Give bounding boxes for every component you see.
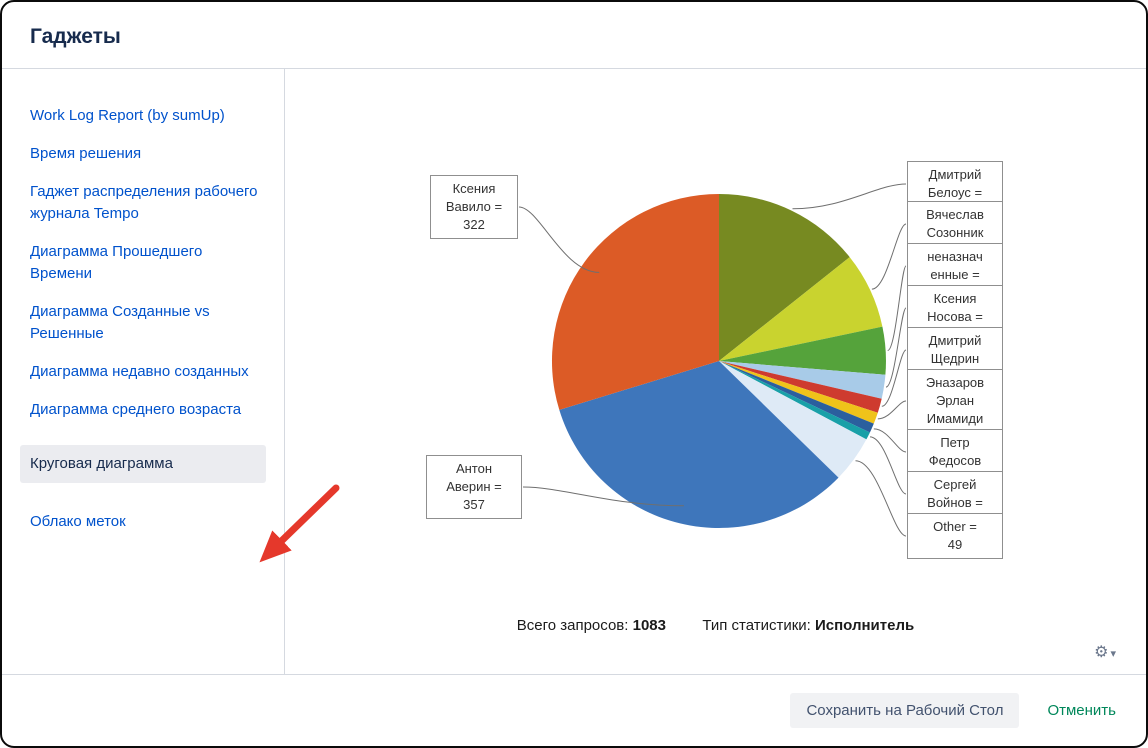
total-requests-label: Всего запросов: (516, 617, 629, 634)
gadget-settings[interactable]: ⚙ ▾ (1094, 642, 1116, 662)
pie-label: Ксения Вавило = 322 (430, 175, 518, 239)
pie-label-leader-line (518, 206, 600, 273)
dialog-footer: Сохранить на Рабочий Стол Отменить (2, 674, 1146, 746)
gear-icon[interactable]: ⚙ (1094, 644, 1109, 661)
pie-label: Эназаров Эрлан Имамиди (907, 369, 1003, 433)
cancel-link[interactable]: Отменить (1047, 702, 1116, 719)
pie-label-leader-line (877, 400, 907, 420)
sidebar-item-resolution-time[interactable]: Время решения (30, 145, 142, 162)
pie-slice-2[interactable] (719, 326, 886, 375)
dialog-header: Гаджеты (2, 2, 1146, 68)
pie-label-leader-line (855, 460, 907, 537)
pie-label-leader-line (887, 265, 907, 351)
pie-label: Вячеслав Созонник (907, 201, 1003, 247)
pie-label: Петр Федосов (907, 429, 1003, 475)
sidebar-item-work-log-report[interactable]: Work Log Report (by sumUp) (30, 107, 225, 124)
sidebar-item-labels-cloud[interactable]: Облако меток (30, 513, 126, 530)
chevron-down-icon[interactable]: ▾ (1110, 648, 1116, 660)
pie-slice-1[interactable] (719, 257, 883, 361)
total-requests-value: 1083 (632, 617, 666, 634)
pie-label-leader-line (885, 307, 907, 388)
pie-slice-8[interactable] (719, 361, 867, 478)
pie-label-leader-line (871, 223, 907, 290)
pie-slice-0[interactable] (719, 194, 850, 361)
pie-slice-5[interactable] (719, 361, 878, 424)
pie-slice-9[interactable] (559, 361, 839, 528)
stat-type-value: Исполнитель (815, 617, 915, 634)
sidebar-item-time-since-chart[interactable]: Диаграмма Прошедшего Времени (30, 243, 203, 282)
pie-slice-6[interactable] (719, 361, 874, 433)
pie-label: неназнач енные = (907, 243, 1003, 289)
pie-label: Антон Аверин = 357 (426, 455, 522, 519)
pie-label-leader-line (869, 436, 907, 495)
pie-slice-10[interactable] (551, 194, 719, 410)
pie-slice-3[interactable] (719, 361, 886, 399)
pie-label: Ксения Носова = (907, 285, 1003, 331)
dialog-title: Гаджеты (30, 25, 121, 48)
save-to-dashboard-button[interactable]: Сохранить на Рабочий Стол (790, 693, 1020, 728)
stat-type-label: Тип статистики: (702, 617, 811, 634)
gadget-list-sidebar: Work Log Report (by sumUp) Время решения… (2, 69, 285, 674)
pie-label: Сергей Войнов = (907, 471, 1003, 517)
pie-slice-7[interactable] (719, 361, 870, 440)
pie-chart: Ксения Вавило = 322 Антон Аверин = 357 Дмитрий… (285, 69, 1146, 609)
pie-slice-4[interactable] (719, 361, 882, 413)
sidebar-item-created-vs-resolved-chart[interactable]: Диаграмма Созданные vs Решенные (30, 303, 210, 342)
sidebar-item-average-age-chart[interactable]: Диаграмма среднего возраста (30, 401, 242, 418)
pie-label: Дмитрий Щедрин (907, 327, 1003, 373)
sidebar-item-recently-created-chart[interactable]: Диаграмма недавно созданных (30, 363, 249, 380)
pie-label: Other = 49 (907, 513, 1003, 559)
pie-chart-canvas (518, 183, 907, 537)
pie-label-leader-line (873, 428, 907, 453)
dialog-body: Work Log Report (by sumUp) Время решения… (2, 68, 1146, 674)
pie-label-leader-line (792, 183, 907, 210)
pie-label: Дмитрий Белоус = (907, 161, 1003, 207)
gadget-preview-panel: Ксения Вавило = 322 Антон Аверин = 357 Дмитрий… (285, 69, 1146, 674)
pie-label-leader-line (881, 349, 907, 407)
pie-label-leader-line (522, 486, 684, 507)
sidebar-item-pie-chart[interactable]: Круговая диаграмма (20, 445, 266, 483)
sidebar-item-tempo-worklog-distribution[interactable]: Гаджет распределения рабочего журнала Te… (30, 183, 258, 222)
chart-summary: Всего запросов: 1083 Тип статистики: Исп… (285, 617, 1146, 634)
